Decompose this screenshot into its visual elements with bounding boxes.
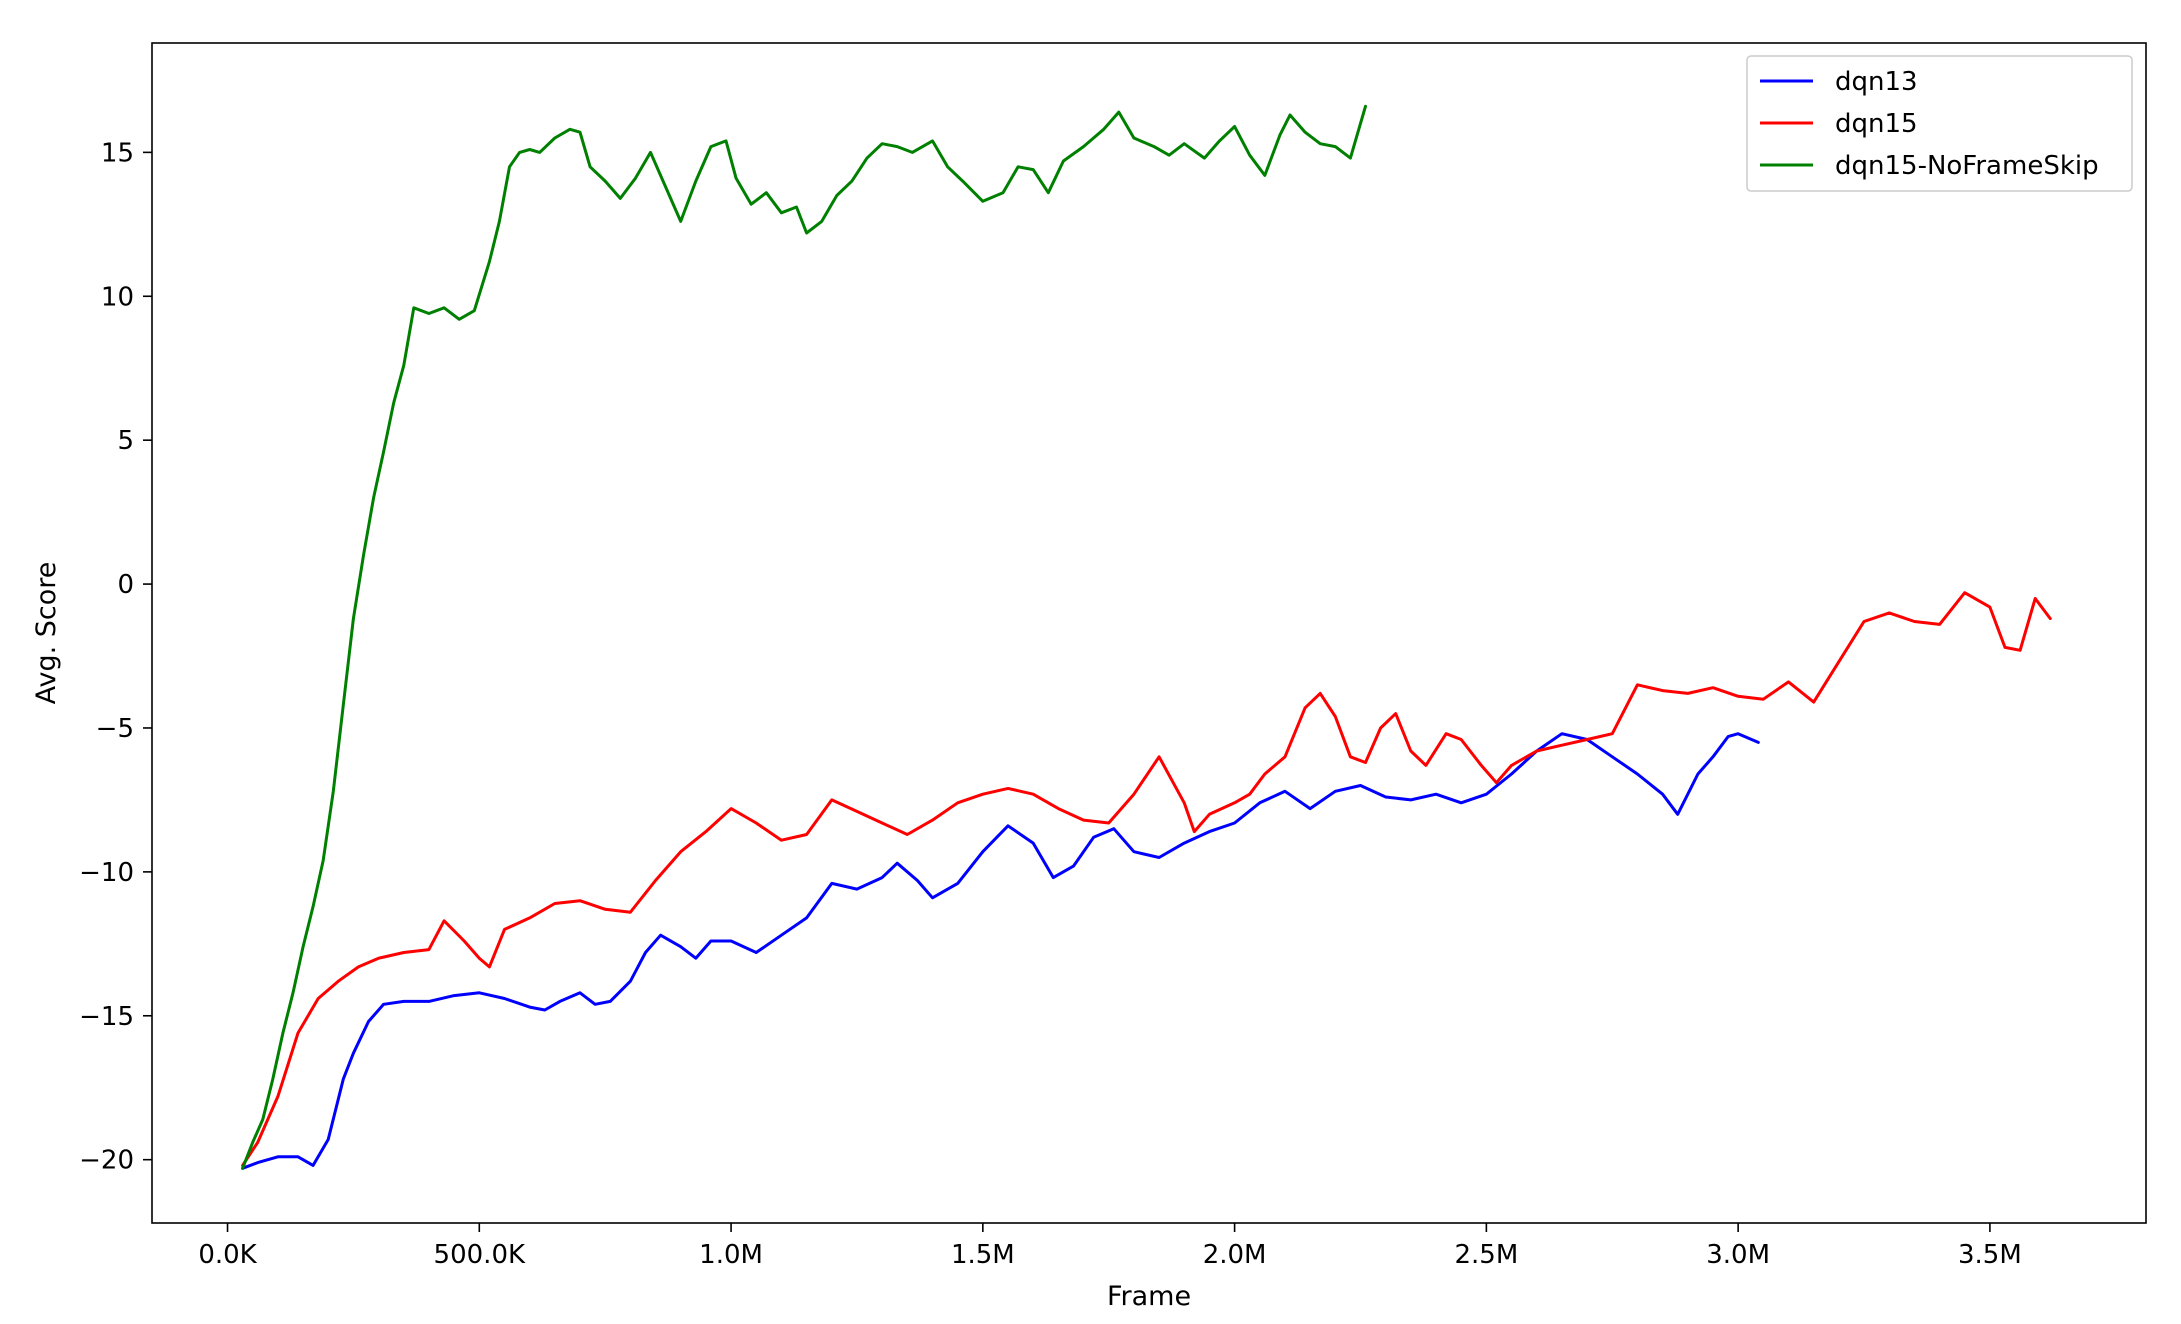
series-layer (241, 104, 2052, 1170)
x-tick-label: 3.0M (1706, 1240, 1770, 1270)
y-tick-label: −15 (79, 1002, 134, 1032)
x-tick-label: 1.5M (951, 1240, 1015, 1270)
series-line-dqn15-NoFrameSkip (241, 104, 1367, 1170)
series-line-dqn13 (241, 732, 1760, 1170)
x-axis-label: Frame (1107, 1281, 1191, 1312)
y-tick-label: 10 (101, 282, 134, 312)
y-tick-label: 5 (117, 426, 134, 456)
x-tick-label: 1.0M (699, 1240, 763, 1270)
y-tick-label: 15 (101, 138, 134, 168)
legend-label-dqn13: dqn13 (1835, 67, 1918, 97)
x-tick-label: 2.0M (1203, 1240, 1267, 1270)
y-tick-label: −10 (79, 858, 134, 888)
x-tick-label: 500.0K (434, 1240, 526, 1270)
y-tick-label: 0 (117, 570, 134, 600)
y-tick-label: −5 (96, 714, 134, 744)
x-tick-label: 0.0K (198, 1240, 257, 1270)
series-line-dqn15 (241, 591, 2052, 1167)
y-axis: −20 −15 −10 −5 0 5 10 15 (79, 138, 152, 1176)
x-tick-label: 3.5M (1958, 1240, 2022, 1270)
y-axis-label: Avg. Score (31, 562, 62, 705)
legend-box (1746, 55, 2133, 192)
y-tick-label: −20 (79, 1146, 134, 1176)
plot-frame (151, 42, 2147, 1224)
legend-label-dqn15-NoFrameSkip: dqn15-NoFrameSkip (1835, 151, 2099, 181)
legend: dqn13 dqn15 dqn15-NoFrameSkip (1746, 55, 2133, 192)
legend-label-dqn15: dqn15 (1835, 109, 1918, 139)
x-tick-label: 2.5M (1454, 1240, 1518, 1270)
x-axis: 0.0K 500.0K 1.0M 1.5M 2.0M 2.5M 3.0M 3.5M (198, 1223, 2022, 1270)
